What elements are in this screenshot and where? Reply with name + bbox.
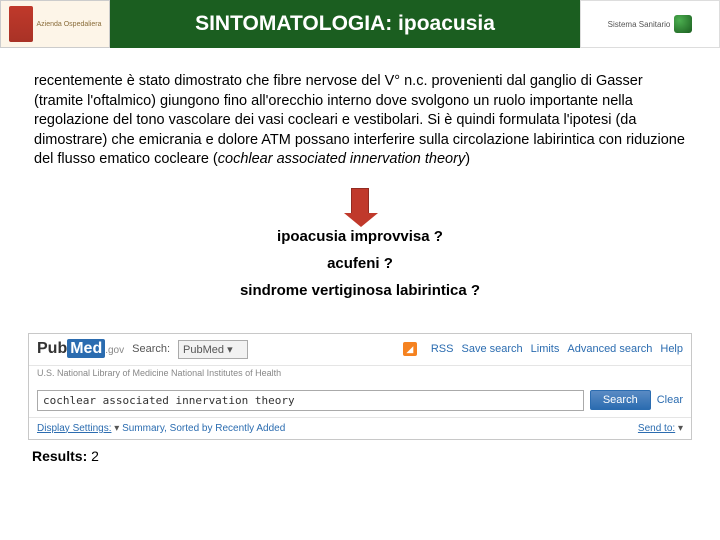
question-2: acufeni ? xyxy=(34,255,686,272)
search-input[interactable] xyxy=(37,390,584,411)
clear-link[interactable]: Clear xyxy=(657,394,683,406)
save-search-link[interactable]: Save search xyxy=(461,343,522,355)
body-paragraph: recentemente è stato dimostrato che fibr… xyxy=(34,72,686,170)
logo-pub: Pub xyxy=(37,340,67,357)
send-to[interactable]: Send to: ▾ xyxy=(638,423,683,434)
logo-gov: .gov xyxy=(105,345,124,356)
logo-med: Med xyxy=(67,339,105,358)
search-select[interactable]: PubMed ▾ xyxy=(178,340,248,359)
nih-line: U.S. National Library of Medicine Nation… xyxy=(29,366,691,384)
pubmed-links: RSS Save search Limits Advanced search H… xyxy=(431,343,683,355)
question-3: sindrome vertiginosa labirintica ? xyxy=(34,282,686,299)
results-count: 2 xyxy=(91,448,99,464)
slide-title: SINTOMATOLOGIA: ipoacusia xyxy=(110,0,580,48)
pubmed-bottombar: Display Settings: ▾ Summary, Sorted by R… xyxy=(29,418,691,439)
questions-block: ipoacusia improvvisa ? acufeni ? sindrom… xyxy=(34,228,686,299)
arrow-container xyxy=(34,188,686,214)
results-label: Results: xyxy=(32,448,91,464)
logo-right: Sistema Sanitario xyxy=(580,0,720,48)
rss-icon[interactable]: ◢ xyxy=(403,342,417,356)
pubmed-screenshot: PubMed.gov Search: PubMed ▾ ◢ RSS Save s… xyxy=(28,333,692,440)
advanced-link[interactable]: Advanced search xyxy=(567,343,652,355)
paragraph-italic: cochlear associated innervation theory xyxy=(218,151,465,167)
content-area: recentemente è stato dimostrato che fibr… xyxy=(0,48,720,319)
slide-header: Azienda Ospedaliera SINTOMATOLOGIA: ipoa… xyxy=(0,0,720,48)
results-line: Results: 2 xyxy=(32,448,720,464)
display-settings[interactable]: Display Settings: ▾ Summary, Sorted by R… xyxy=(37,423,285,434)
rss-link[interactable]: RSS xyxy=(431,343,454,355)
question-1: ipoacusia improvvisa ? xyxy=(34,228,686,245)
logo-left-text: Azienda Ospedaliera xyxy=(37,21,102,28)
help-link[interactable]: Help xyxy=(660,343,683,355)
paragraph-post: ) xyxy=(465,151,470,167)
lombardia-icon xyxy=(674,15,692,33)
logo-left: Azienda Ospedaliera xyxy=(0,0,110,48)
pubmed-logo: PubMed.gov xyxy=(37,340,124,358)
search-row: Search Clear xyxy=(29,384,691,418)
limits-link[interactable]: Limits xyxy=(531,343,560,355)
search-label: Search: xyxy=(132,343,170,355)
logo-right-text: Sistema Sanitario xyxy=(608,20,671,29)
crest-icon xyxy=(9,6,33,42)
search-button[interactable]: Search xyxy=(590,390,651,410)
pubmed-topbar: PubMed.gov Search: PubMed ▾ ◢ RSS Save s… xyxy=(29,334,691,366)
arrow-down-icon xyxy=(351,188,369,214)
